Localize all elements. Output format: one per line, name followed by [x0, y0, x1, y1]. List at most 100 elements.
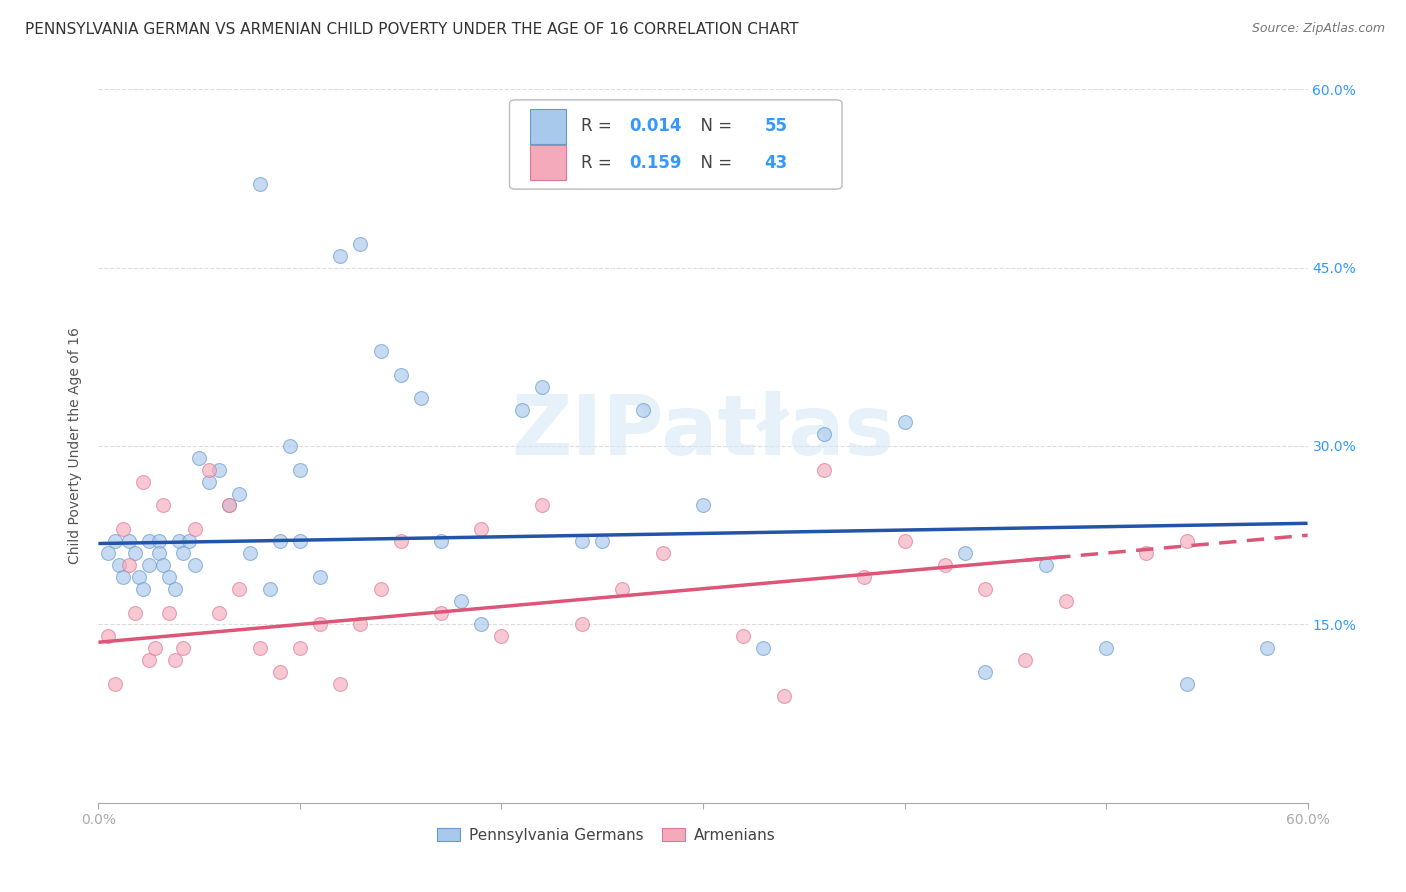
Point: [651, 546, 673, 560]
Text: 55: 55: [765, 118, 787, 136]
Point: [288, 463, 311, 477]
Point: [269, 665, 291, 679]
Point: [179, 534, 201, 549]
Point: [103, 677, 125, 691]
Text: 0.159: 0.159: [630, 153, 682, 171]
Point: [111, 522, 134, 536]
Point: [97, 629, 120, 643]
Point: [124, 546, 146, 560]
Point: [530, 379, 553, 393]
Point: [893, 534, 915, 549]
Point: [309, 617, 332, 632]
Point: [228, 486, 250, 500]
Point: [329, 249, 352, 263]
Point: [1035, 558, 1057, 572]
Point: [107, 558, 129, 572]
Point: [389, 534, 412, 549]
Point: [752, 641, 775, 656]
Point: [733, 629, 755, 643]
Point: [198, 475, 221, 489]
Point: [974, 665, 997, 679]
Point: [470, 522, 492, 536]
Point: [218, 499, 240, 513]
Point: [128, 570, 150, 584]
Point: [288, 641, 311, 656]
Point: [430, 606, 453, 620]
Point: [208, 463, 231, 477]
Point: [450, 593, 472, 607]
Text: N =: N =: [690, 118, 737, 136]
Point: [329, 677, 352, 691]
Point: [138, 534, 160, 549]
Point: [249, 641, 271, 656]
Point: [612, 582, 634, 596]
Point: [118, 558, 141, 572]
Point: [163, 653, 186, 667]
Point: [1256, 641, 1278, 656]
Point: [591, 534, 613, 549]
Point: [111, 570, 134, 584]
Point: [184, 522, 207, 536]
Point: [288, 534, 311, 549]
Point: [309, 570, 332, 584]
Point: [772, 689, 794, 703]
Point: [228, 582, 250, 596]
FancyBboxPatch shape: [509, 100, 842, 189]
Text: PENNSYLVANIA GERMAN VS ARMENIAN CHILD POVERTY UNDER THE AGE OF 16 CORRELATION CH: PENNSYLVANIA GERMAN VS ARMENIAN CHILD PO…: [25, 22, 799, 37]
Text: R =: R =: [581, 118, 617, 136]
Text: R =: R =: [581, 153, 617, 171]
Point: [571, 534, 593, 549]
Point: [1175, 534, 1198, 549]
Point: [370, 343, 392, 358]
Point: [409, 392, 432, 406]
Point: [813, 427, 835, 442]
Point: [893, 415, 915, 429]
Point: [152, 499, 174, 513]
Point: [97, 546, 120, 560]
Point: [163, 582, 186, 596]
Point: [259, 582, 281, 596]
Point: [278, 439, 301, 453]
Point: [239, 546, 262, 560]
Point: [184, 558, 207, 572]
Point: [143, 641, 166, 656]
Point: [813, 463, 835, 477]
Text: 0.014: 0.014: [630, 118, 682, 136]
Point: [470, 617, 492, 632]
Point: [953, 546, 976, 560]
Point: [138, 558, 160, 572]
Point: [349, 236, 371, 251]
Legend: Pennsylvania Germans, Armenians: Pennsylvania Germans, Armenians: [430, 822, 782, 848]
Point: [218, 499, 240, 513]
Point: [934, 558, 956, 572]
Text: N =: N =: [690, 153, 737, 171]
Point: [132, 475, 155, 489]
Point: [389, 368, 412, 382]
Point: [124, 606, 146, 620]
Point: [269, 534, 291, 549]
Point: [571, 617, 593, 632]
Point: [167, 534, 190, 549]
Point: [1135, 546, 1157, 560]
Point: [152, 558, 174, 572]
Point: [491, 629, 513, 643]
Y-axis label: Child Poverty Under the Age of 16: Child Poverty Under the Age of 16: [69, 327, 83, 565]
Point: [692, 499, 714, 513]
Point: [132, 582, 155, 596]
Point: [530, 499, 553, 513]
Bar: [530, 145, 567, 180]
Point: [118, 534, 141, 549]
Point: [198, 463, 221, 477]
Point: [1175, 677, 1198, 691]
Point: [208, 606, 231, 620]
Point: [349, 617, 371, 632]
Point: [157, 606, 180, 620]
Point: [1095, 641, 1118, 656]
Bar: [530, 109, 567, 145]
Point: [510, 403, 533, 417]
Point: [249, 178, 271, 192]
Point: [631, 403, 654, 417]
Point: [853, 570, 876, 584]
Point: [172, 641, 194, 656]
Point: [430, 534, 453, 549]
